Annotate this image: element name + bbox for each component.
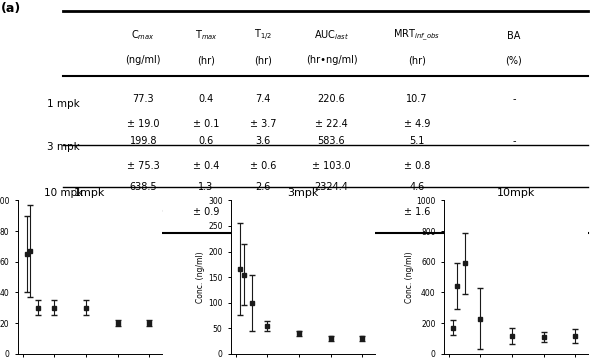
Text: 3 mpk: 3 mpk [47, 142, 80, 152]
Text: -: - [512, 182, 516, 192]
Title: 3mpk: 3mpk [287, 188, 318, 198]
Text: ± 310.7: ± 310.7 [312, 207, 351, 217]
Text: BA: BA [507, 31, 520, 40]
Text: 638.5: 638.5 [129, 182, 157, 192]
Title: 10mpk: 10mpk [497, 188, 535, 198]
Text: 5.1: 5.1 [409, 136, 425, 146]
Text: (hr): (hr) [254, 55, 272, 65]
Text: ± 75.3: ± 75.3 [127, 161, 160, 171]
Text: ± 0.1: ± 0.1 [193, 119, 219, 129]
Text: 77.3: 77.3 [132, 94, 154, 104]
Text: (ng/ml): (ng/ml) [125, 55, 161, 65]
Text: 4.6: 4.6 [409, 182, 425, 192]
Text: T$_{max}$: T$_{max}$ [194, 29, 217, 43]
Text: 2.6: 2.6 [255, 182, 271, 192]
Text: ± 0.6: ± 0.6 [250, 161, 276, 171]
Text: T$_{1/2}$: T$_{1/2}$ [254, 28, 272, 43]
Text: (hr•ng/ml): (hr•ng/ml) [306, 55, 357, 65]
Text: C$_{max}$: C$_{max}$ [131, 29, 155, 43]
Text: 583.6: 583.6 [318, 136, 345, 146]
Text: 0.4: 0.4 [198, 94, 214, 104]
Text: MRT$_{inf\_obs}$: MRT$_{inf\_obs}$ [393, 28, 441, 43]
Text: 10.7: 10.7 [406, 94, 428, 104]
Text: ± 0.4: ± 0.4 [193, 161, 219, 171]
Text: 199.8: 199.8 [129, 136, 157, 146]
Text: -: - [512, 136, 516, 146]
Text: ± 0.9: ± 0.9 [193, 207, 219, 217]
Text: ± 103.0: ± 103.0 [312, 161, 351, 171]
Text: (hr): (hr) [197, 55, 215, 65]
Text: 2324.4: 2324.4 [314, 182, 349, 192]
Text: 10 mpk: 10 mpk [44, 187, 83, 197]
Text: ± 4.9: ± 4.9 [404, 119, 430, 129]
Text: ± 22.4: ± 22.4 [315, 119, 348, 129]
Text: 220.6: 220.6 [318, 94, 345, 104]
Text: 3.6: 3.6 [255, 136, 271, 146]
Y-axis label: Conc. (ng/ml): Conc. (ng/ml) [405, 251, 413, 303]
Text: ± 19.0: ± 19.0 [127, 119, 160, 129]
Text: (hr): (hr) [408, 55, 426, 65]
Text: -: - [512, 94, 516, 104]
Y-axis label: Conc. (ng/ml): Conc. (ng/ml) [196, 251, 205, 303]
Text: 7.4: 7.4 [255, 94, 271, 104]
Text: ± 3.7: ± 3.7 [249, 119, 276, 129]
Text: 0.6: 0.6 [198, 136, 214, 146]
Text: 1 mpk: 1 mpk [47, 99, 80, 109]
Text: 1.3: 1.3 [198, 182, 214, 192]
Text: ± 102.9: ± 102.9 [124, 207, 163, 217]
Text: (a): (a) [1, 2, 21, 15]
Text: AUC$_{last}$: AUC$_{last}$ [314, 29, 349, 43]
Text: (%): (%) [505, 55, 522, 65]
Title: 1mpk: 1mpk [74, 188, 106, 198]
Text: ± 1.3: ± 1.3 [250, 207, 276, 217]
Text: ± 1.6: ± 1.6 [404, 207, 430, 217]
Text: ± 0.8: ± 0.8 [404, 161, 430, 171]
